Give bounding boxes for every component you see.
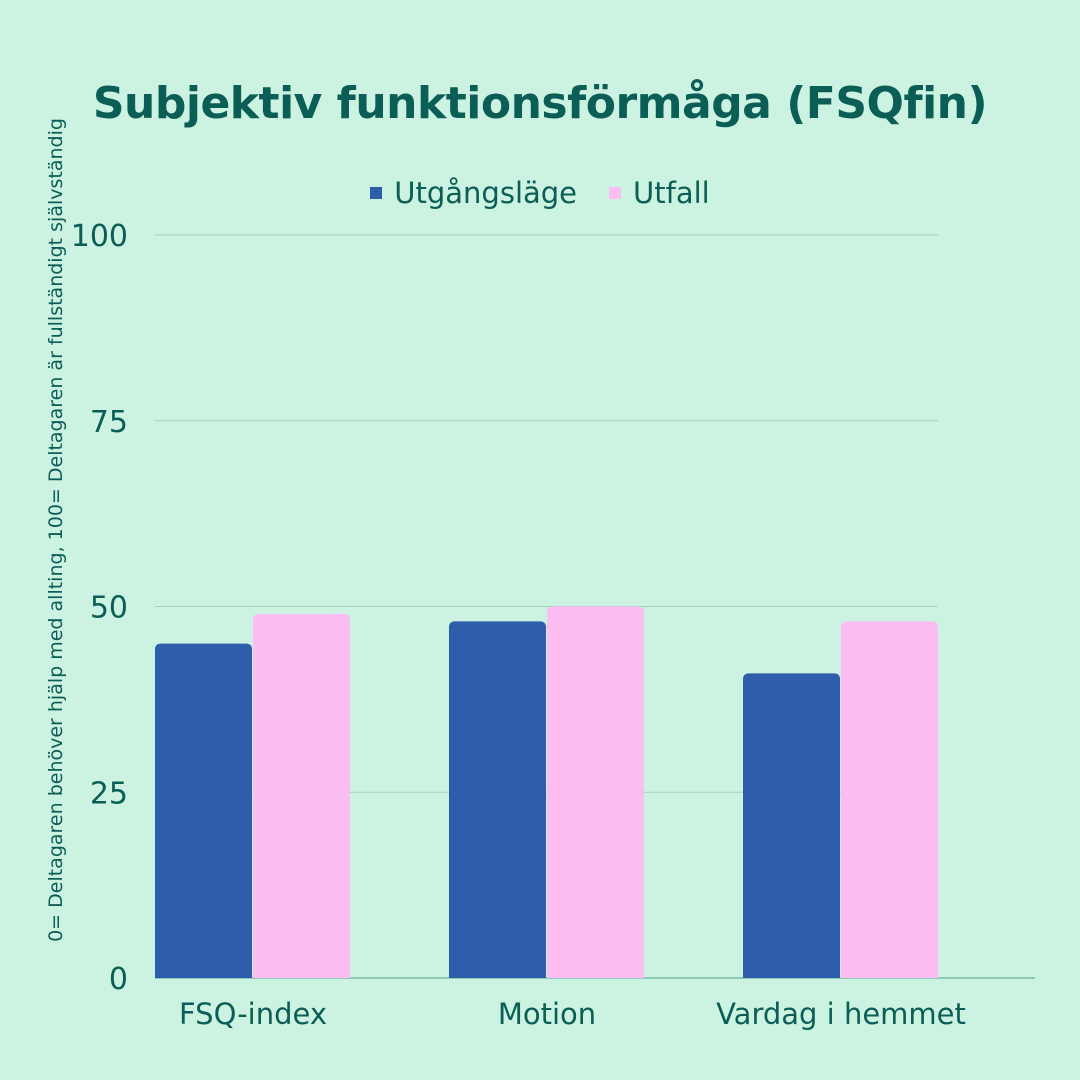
y-tick-label: 25 xyxy=(90,776,128,811)
x-category-label: Vardag i hemmet xyxy=(716,997,966,1031)
y-tick-label: 100 xyxy=(71,219,128,254)
legend-label-series-0: Utgångsläge xyxy=(394,176,578,210)
x-category-label: Motion xyxy=(498,997,596,1031)
legend-item-series-0: Utgångsläge xyxy=(370,176,577,210)
legend-item-series-1: Utfall xyxy=(609,176,710,210)
bar-motion-series-0 xyxy=(449,621,546,978)
bar-fsq-index-series-0 xyxy=(155,643,252,978)
bar-motion-series-1 xyxy=(547,606,644,978)
y-tick-label: 50 xyxy=(90,591,128,626)
y-tick-label: 75 xyxy=(90,405,128,440)
chart-title: Subjektiv funktionsförmåga (FSQfin) xyxy=(92,78,988,129)
legend-swatch-series-1 xyxy=(609,187,622,199)
legend-swatch-series-0 xyxy=(370,187,383,199)
y-tick-label: 0 xyxy=(109,962,128,997)
bar-fsq-index-series-1 xyxy=(253,613,350,978)
x-category-label: FSQ-index xyxy=(179,997,327,1031)
bar-vardag-i-hemmet-series-1 xyxy=(841,621,938,978)
bar-vardag-i-hemmet-series-0 xyxy=(743,673,840,978)
legend-label-series-1: Utfall xyxy=(633,176,710,210)
legend: Utgångsläge Utfall xyxy=(0,176,1080,210)
